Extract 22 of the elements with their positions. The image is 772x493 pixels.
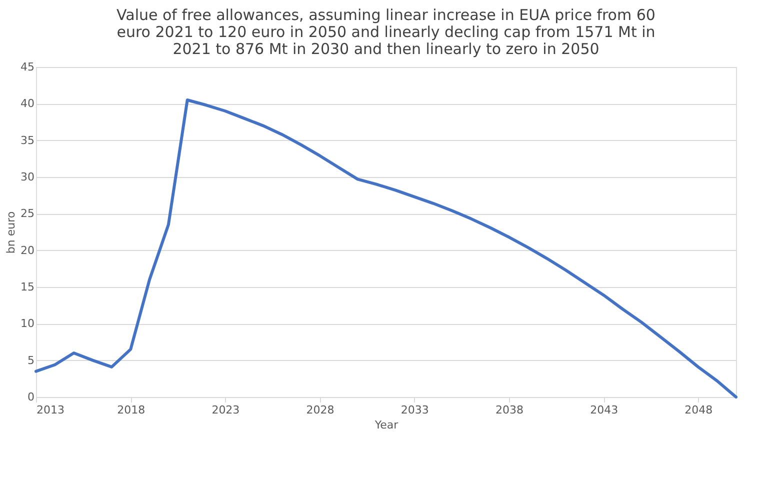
y-tick-label: 0 (28, 390, 34, 404)
y-tick-label: 20 (20, 244, 34, 257)
line-series (34, 98, 738, 398)
y-tick-label: 15 (20, 280, 34, 294)
x-tick-label: 2033 (400, 404, 429, 416)
x-tick-label: 2048 (684, 404, 713, 416)
x-tick-label: 2013 (36, 404, 64, 416)
x-tick-label: 2028 (306, 404, 334, 416)
x-tick-label: 2038 (495, 404, 524, 416)
x-tick-label: 2043 (590, 404, 618, 416)
y-tick-label: 35 (20, 134, 34, 147)
x-tick-label: 2018 (117, 404, 146, 416)
y-axis-title: bn euro (4, 211, 18, 254)
chart-title: Value of free allowances, assuming linear increase in EUA price from 60 euro 2021 to 120 euro in 2050 and linearly decling cap from 1571 Mt in 2021 to 876 Mt in 2030 and then linearly to zero in 2050 (116, 6, 656, 58)
y-tick-label: 25 (20, 207, 34, 220)
y-tick-label: 45 (20, 60, 34, 74)
x-tick-label: 2023 (212, 404, 240, 416)
y-tick-label: 40 (20, 97, 34, 110)
y-tick-label: 30 (20, 170, 34, 184)
y-tick-label: 10 (20, 317, 34, 330)
x-axis-title: Year (374, 418, 399, 432)
y-tick-label: 5 (28, 354, 34, 367)
